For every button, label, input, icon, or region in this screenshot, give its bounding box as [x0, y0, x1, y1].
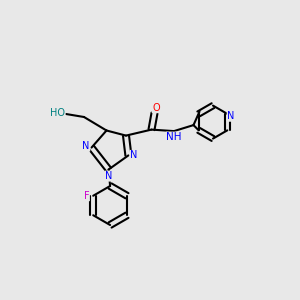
Text: HO: HO [50, 107, 65, 118]
Text: F: F [84, 191, 89, 201]
Text: N: N [227, 111, 235, 121]
Text: N: N [105, 171, 112, 181]
Text: O: O [152, 103, 160, 113]
Text: NH: NH [166, 132, 182, 142]
Text: N: N [82, 141, 90, 151]
Text: N: N [130, 150, 137, 161]
